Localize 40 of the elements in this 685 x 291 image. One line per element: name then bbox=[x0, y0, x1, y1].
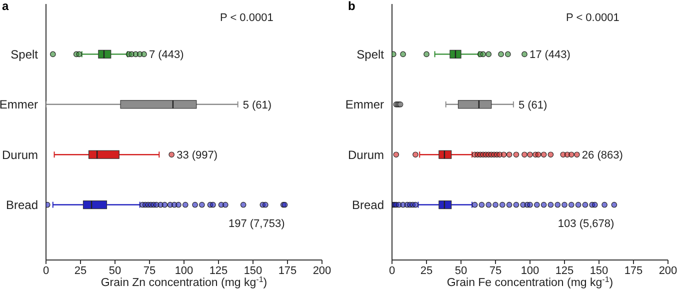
x-tick-label: 150 bbox=[590, 264, 608, 277]
x-tick-label: 175 bbox=[278, 264, 297, 277]
x-tick-label: 100 bbox=[520, 264, 540, 277]
annotation: 5 (61) bbox=[242, 99, 272, 112]
annotation: P < 0.0001 bbox=[566, 12, 620, 24]
annotation: 26 (863) bbox=[582, 150, 623, 162]
annotation: 33 (997) bbox=[176, 150, 218, 162]
y-tick-label: Durum bbox=[2, 148, 38, 162]
y-tick-label: Bread bbox=[6, 198, 38, 212]
x-tick-label: 150 bbox=[244, 264, 262, 277]
chart-title: a bbox=[2, 0, 9, 13]
y-tick-label: Emmer bbox=[345, 98, 384, 112]
annotation: 103 (5,678) bbox=[558, 218, 614, 230]
annotation: P < 0.0001 bbox=[220, 12, 274, 24]
y-tick-label: Spelt bbox=[356, 47, 385, 62]
x-axis-title: Grain Fe concentration (mg kg$^{-1}$) bbox=[446, 274, 614, 289]
annotation: 197 (7,753) bbox=[228, 218, 285, 230]
annotation: 5 (61) bbox=[518, 99, 548, 112]
y-tick-label: Spelt bbox=[10, 47, 39, 62]
annotation: 7 (443) bbox=[148, 49, 184, 62]
x-tick-label: 25 bbox=[420, 264, 433, 277]
x-tick-label: 125 bbox=[209, 264, 228, 277]
x-tick-label: 75 bbox=[489, 264, 502, 277]
x-tick-label: 50 bbox=[108, 264, 122, 277]
y-tick-label: Durum bbox=[348, 148, 384, 162]
x-tick-label: 175 bbox=[624, 264, 643, 277]
x-tick-label: 75 bbox=[143, 264, 156, 277]
x-axis-title: Grain Zn concentration (mg kg$^{-1}$) bbox=[100, 274, 268, 289]
x-tick-label: 25 bbox=[74, 264, 87, 277]
y-tick-label: Bread bbox=[352, 198, 384, 212]
x-tick-label: 200 bbox=[658, 264, 678, 277]
x-tick-label: 0 bbox=[388, 264, 396, 277]
x-tick-label: 200 bbox=[312, 264, 332, 277]
x-tick-label: 0 bbox=[42, 264, 50, 277]
x-tick-label: 50 bbox=[454, 264, 468, 277]
x-tick-label: 125 bbox=[555, 264, 574, 277]
annotation: 17 (443) bbox=[529, 49, 570, 62]
chart-title: b bbox=[348, 0, 356, 13]
y-tick-label: Emmer bbox=[0, 98, 38, 112]
x-tick-label: 100 bbox=[174, 264, 194, 277]
